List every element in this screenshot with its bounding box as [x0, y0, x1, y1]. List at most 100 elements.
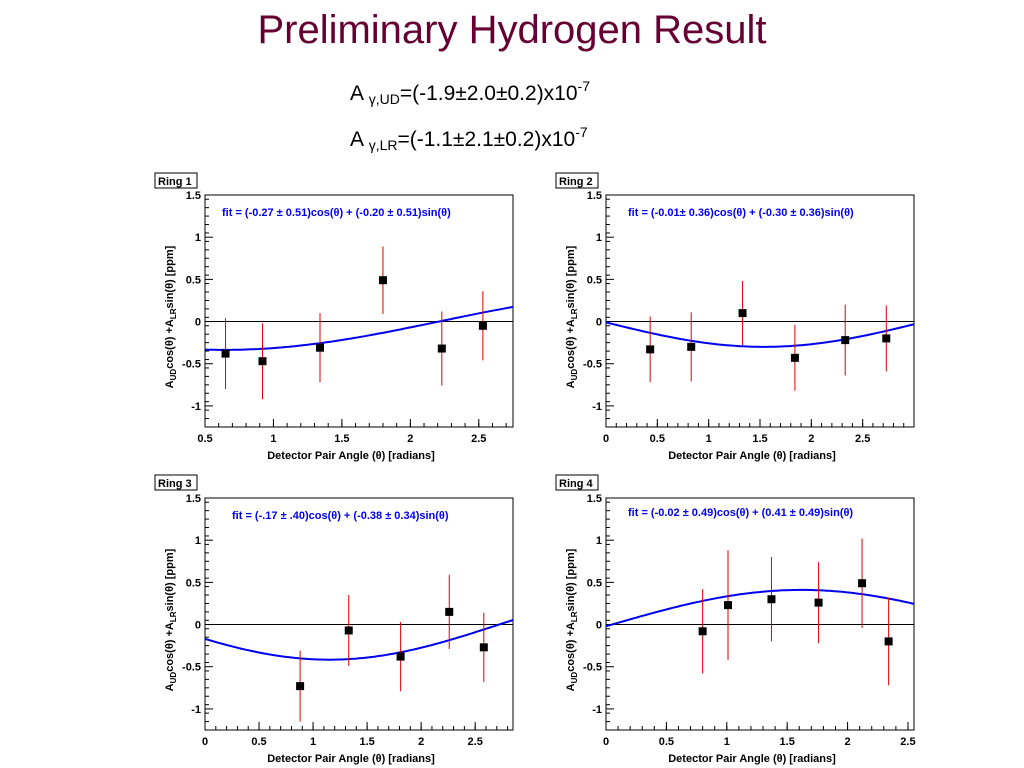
y-axis-title-subscript: UD	[570, 672, 579, 684]
y-axis-title-part: cos(θ) +A	[565, 622, 577, 672]
fit-label: fit = (-0.01± 0.36)cos(θ) + (-0.30 ± 0.3…	[628, 207, 854, 219]
x-tick-label: 2.5	[855, 433, 870, 445]
y-tick-label: -1	[592, 401, 602, 413]
y-axis-title: AUDcos(θ) +ALRsin(θ) [ppm]	[164, 245, 178, 388]
y-tick-label: 0.5	[186, 274, 201, 286]
panel-label-box	[555, 474, 599, 491]
data-point	[723, 601, 732, 610]
y-tick-label: 1	[596, 232, 602, 244]
result-ud-value: =(-1.9±2.0±0.2)x10	[399, 82, 578, 105]
data-point	[858, 579, 867, 588]
y-axis-title-part: sin(θ) [ppm]	[565, 548, 577, 611]
panel-label-box	[154, 172, 198, 189]
y-axis-title-subscript: UD	[570, 369, 579, 381]
data-point	[841, 336, 850, 345]
fit-label: fit = (-.17 ± .40)cos(θ) + (-0.38 ± 0.34…	[232, 510, 449, 522]
x-tick-label: 0	[603, 433, 609, 445]
y-tick-label: 0	[596, 317, 602, 329]
y-axis-title-subscript: LR	[570, 611, 579, 622]
y-tick-label: -1	[592, 704, 602, 716]
x-tick-label: 1.5	[334, 433, 349, 445]
result-ud-subscript: γ,UD	[368, 91, 400, 107]
result-a-gamma-lr: A γ,LR=(-1.1±2.1±0.2)x10-7	[350, 124, 588, 153]
y-tick-label: 0.5	[587, 577, 602, 589]
y-tick-label: -0.5	[182, 359, 201, 371]
y-tick-label: 1.5	[587, 493, 602, 505]
x-tick-label: 1	[310, 736, 316, 748]
data-point	[814, 598, 823, 607]
data-point	[296, 682, 305, 691]
fit-label: fit = (-0.27 ± 0.51)cos(θ) + (-0.20 ± 0.…	[222, 207, 451, 219]
y-tick-label: 0	[596, 620, 602, 632]
panel-label-box	[555, 172, 599, 189]
result-lr-prefix: A	[350, 128, 369, 151]
x-tick-label: 2.5	[471, 433, 486, 445]
y-axis-title-part: cos(θ) +A	[164, 319, 176, 369]
y-axis-title: AUDcos(θ) +ALRsin(θ) [ppm]	[565, 548, 579, 691]
plot-frame	[605, 194, 915, 428]
panel-label: Ring 4	[555, 474, 599, 491]
result-lr-exponent: -7	[575, 124, 588, 140]
data-point	[884, 637, 893, 646]
x-tick-label: 1.5	[780, 736, 795, 748]
y-tick-label: -1	[191, 704, 201, 716]
y-tick-label: 0.5	[587, 274, 602, 286]
ring-panel-2: Ring 2 -1 -0.5 0 0.5 1 1.5 0 0.5 1 1.5 2 2.5 fit = (-…	[555, 172, 915, 462]
y-axis-title-part: cos(θ) +A	[164, 622, 176, 672]
data-point	[378, 276, 387, 285]
y-tick-label: 1	[596, 535, 602, 547]
x-tick-label: 2	[808, 433, 814, 445]
data-point	[882, 334, 891, 343]
y-axis-title-part: sin(θ) [ppm]	[164, 548, 176, 611]
y-tick-label: -1	[191, 401, 201, 413]
x-tick-label: 2	[418, 736, 424, 748]
y-axis-title-part: sin(θ) [ppm]	[565, 245, 577, 308]
y-tick-label: 0	[195, 620, 201, 632]
y-axis-title-subscript: LR	[570, 308, 579, 319]
y-tick-label: -0.5	[182, 662, 201, 674]
slide-title: Preliminary Hydrogen Result	[257, 8, 767, 52]
fit-curve	[605, 588, 915, 628]
data-point	[687, 342, 696, 351]
x-axis-title: Detector Pair Angle (θ) [radians]	[668, 753, 836, 765]
y-axis-title-part: cos(θ) +A	[565, 319, 577, 369]
x-tick-label: 1	[724, 736, 730, 748]
plot-frame	[605, 497, 915, 731]
x-tick-label: 0.5	[659, 736, 674, 748]
y-tick-label: 1.5	[186, 493, 201, 505]
y-tick-label: -0.5	[583, 359, 602, 371]
data-point	[698, 627, 707, 636]
y-tick-label: 1.5	[587, 190, 602, 202]
x-tick-label: 0.5	[197, 433, 212, 445]
data-point	[445, 607, 454, 616]
plot-frame	[204, 497, 514, 731]
data-point	[790, 353, 799, 362]
y-tick-label: 1	[195, 232, 201, 244]
result-lr-value: =(-1.1±2.1±0.2)x10	[397, 128, 576, 151]
y-tick-label: 1.5	[186, 190, 201, 202]
data-point	[478, 321, 487, 330]
result-a-gamma-ud: A γ,UD=(-1.9±2.0±0.2)x10-7	[350, 78, 590, 107]
data-point	[396, 652, 405, 661]
fit-curve	[204, 619, 514, 661]
y-axis-title-part: A	[164, 380, 176, 388]
x-tick-label: 1.5	[752, 433, 767, 445]
x-tick-label: 0.5	[650, 433, 665, 445]
x-axis-title: Detector Pair Angle (θ) [radians]	[668, 450, 836, 462]
y-axis-title-subscript: LR	[169, 308, 178, 319]
x-tick-label: 2.5	[468, 736, 483, 748]
result-ud-exponent: -7	[577, 78, 590, 94]
y-axis-title-subscript: UD	[169, 369, 178, 381]
y-tick-label: 1	[195, 535, 201, 547]
y-axis-title-part: sin(θ) [ppm]	[164, 245, 176, 308]
fit-curve	[605, 321, 915, 348]
x-tick-label: 0.5	[251, 736, 266, 748]
data-point	[646, 345, 655, 354]
x-axis-title: Detector Pair Angle (θ) [radians]	[267, 753, 435, 765]
y-axis-title-part: A	[164, 683, 176, 691]
data-point	[738, 309, 747, 318]
y-axis-title-part: A	[565, 380, 577, 388]
result-lr-subscript: γ,LR	[368, 137, 398, 153]
panel-label-text: Ring 4	[559, 478, 593, 490]
data-point	[221, 349, 230, 358]
